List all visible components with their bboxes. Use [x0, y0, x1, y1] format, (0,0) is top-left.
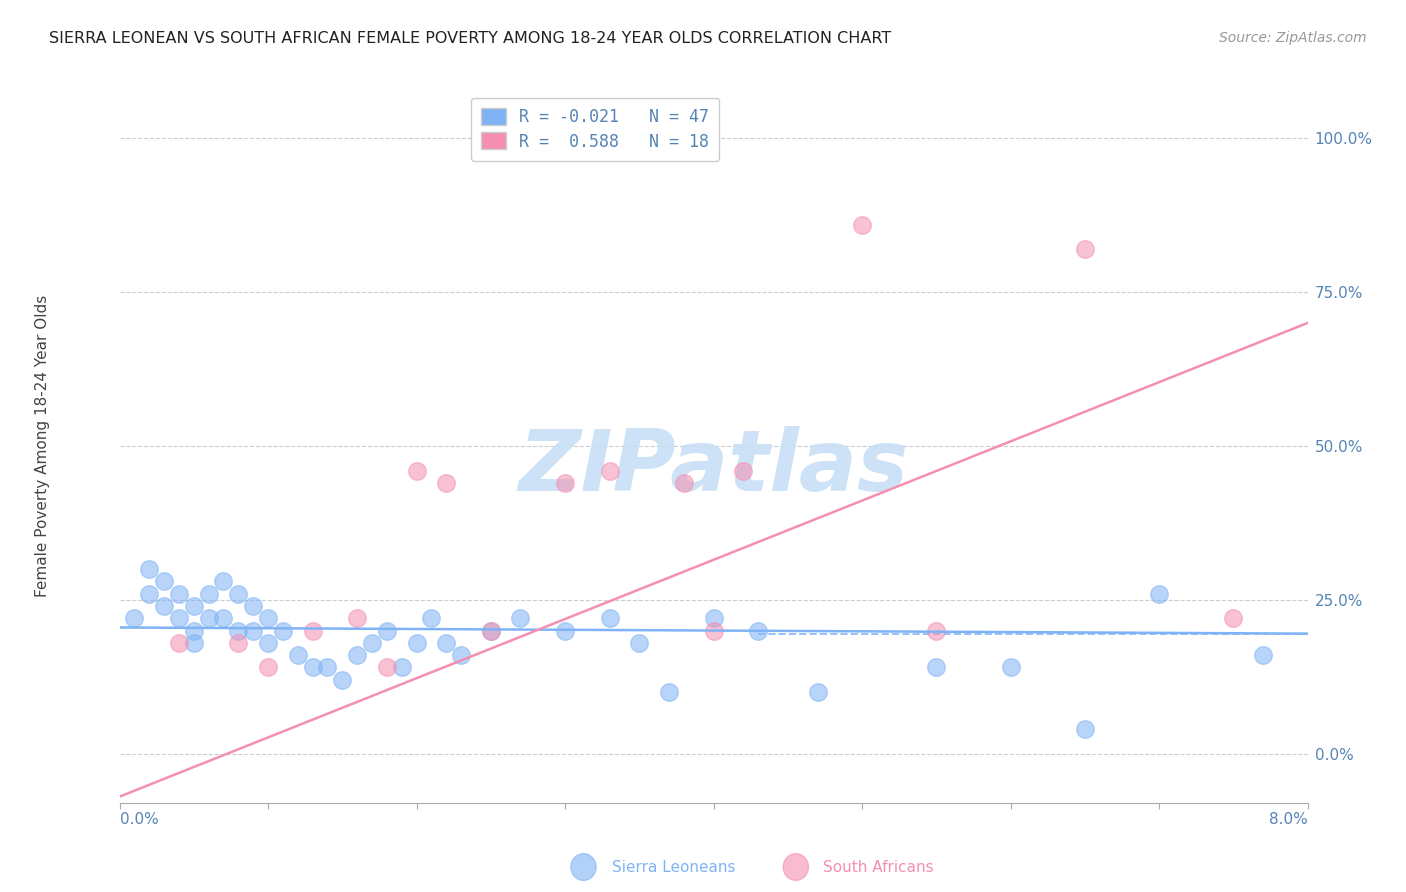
Point — [153, 574, 176, 589]
Text: South Africans: South Africans — [823, 860, 934, 874]
Point — [228, 624, 250, 638]
Point — [925, 660, 948, 674]
Point — [851, 218, 873, 232]
Point — [925, 624, 948, 638]
Point — [167, 587, 190, 601]
Point — [301, 624, 323, 638]
Point — [747, 624, 769, 638]
Point — [1147, 587, 1170, 601]
Point — [405, 636, 427, 650]
Text: 0.0%: 0.0% — [120, 812, 159, 827]
Text: Sierra Leoneans: Sierra Leoneans — [612, 860, 735, 874]
Point — [479, 624, 502, 638]
Text: SIERRA LEONEAN VS SOUTH AFRICAN FEMALE POVERTY AMONG 18-24 YEAR OLDS CORRELATION: SIERRA LEONEAN VS SOUTH AFRICAN FEMALE P… — [49, 31, 891, 46]
Point — [346, 611, 368, 625]
Point — [197, 587, 219, 601]
Point — [450, 648, 472, 662]
Text: 8.0%: 8.0% — [1268, 812, 1308, 827]
Point — [242, 624, 264, 638]
Point — [167, 636, 190, 650]
Point — [599, 611, 621, 625]
Ellipse shape — [571, 854, 596, 880]
Point — [167, 611, 190, 625]
Point — [599, 464, 621, 478]
Point — [257, 660, 280, 674]
Point — [183, 636, 205, 650]
Point — [434, 475, 457, 490]
Point — [228, 587, 250, 601]
Point — [509, 611, 531, 625]
Point — [138, 587, 160, 601]
Point — [153, 599, 176, 613]
Text: Female Poverty Among 18-24 Year Olds: Female Poverty Among 18-24 Year Olds — [35, 295, 49, 597]
Point — [257, 636, 280, 650]
Point — [658, 685, 681, 699]
Point — [375, 624, 398, 638]
Point — [405, 464, 427, 478]
Point — [242, 599, 264, 613]
Point — [197, 611, 219, 625]
Point — [733, 464, 755, 478]
Point — [287, 648, 309, 662]
Point — [628, 636, 651, 650]
Point — [124, 611, 146, 625]
Point — [257, 611, 280, 625]
Point — [138, 562, 160, 576]
Point — [183, 599, 205, 613]
Point — [183, 624, 205, 638]
Point — [391, 660, 413, 674]
Point — [702, 611, 725, 625]
Point — [1074, 722, 1097, 736]
Point — [316, 660, 339, 674]
Point — [212, 611, 235, 625]
Point — [554, 475, 576, 490]
Point — [1222, 611, 1244, 625]
Point — [212, 574, 235, 589]
Text: ZIPatlas: ZIPatlas — [519, 425, 908, 509]
Point — [1074, 242, 1097, 256]
Point — [346, 648, 368, 662]
Point — [330, 673, 353, 687]
Point — [301, 660, 323, 674]
Point — [702, 624, 725, 638]
Point — [434, 636, 457, 650]
Point — [420, 611, 443, 625]
Point — [361, 636, 384, 650]
Point — [271, 624, 294, 638]
Point — [672, 475, 695, 490]
Point — [228, 636, 250, 650]
Legend: R = -0.021   N = 47, R =  0.588   N = 18: R = -0.021 N = 47, R = 0.588 N = 18 — [471, 97, 718, 161]
Point — [479, 624, 502, 638]
Point — [1251, 648, 1274, 662]
Point — [375, 660, 398, 674]
Text: Source: ZipAtlas.com: Source: ZipAtlas.com — [1219, 31, 1367, 45]
Point — [806, 685, 828, 699]
Point — [1000, 660, 1022, 674]
Ellipse shape — [783, 854, 808, 880]
Point — [554, 624, 576, 638]
